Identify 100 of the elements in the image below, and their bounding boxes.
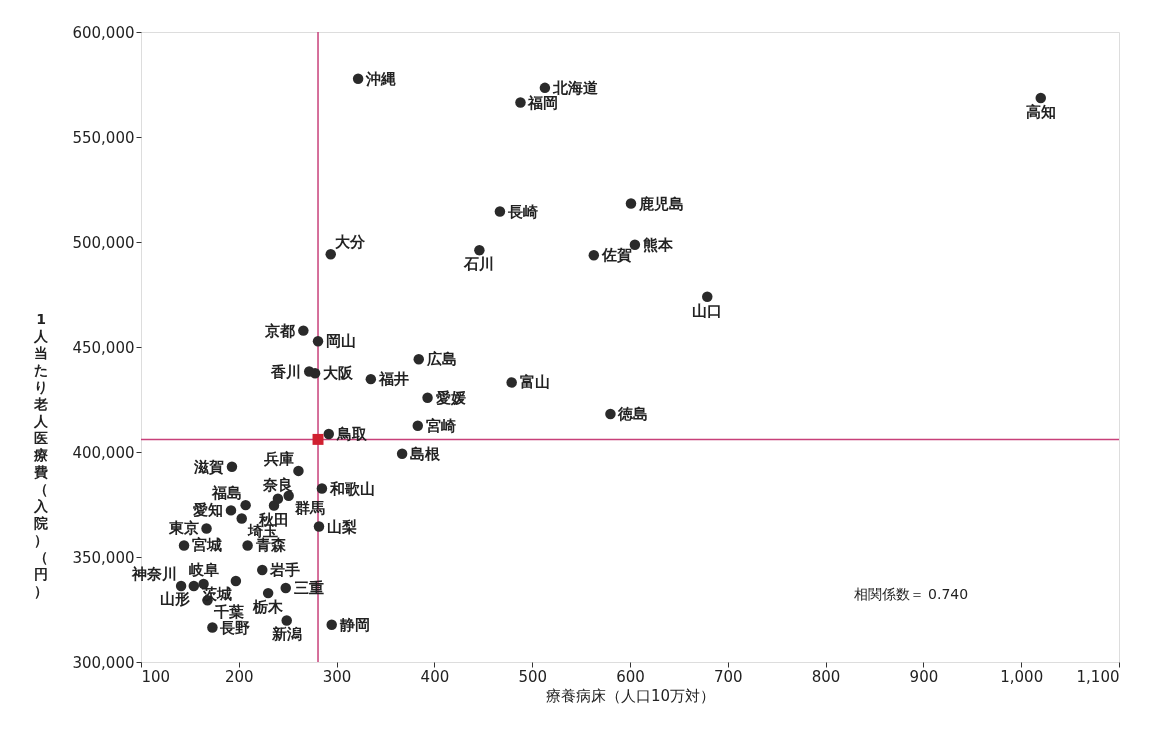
- point: [207, 622, 218, 633]
- point: [474, 244, 485, 256]
- annotation: 相関係数＝ 0.740: [853, 586, 969, 603]
- data-label: 静岡: [338, 615, 370, 634]
- data-label: 和歌山: [328, 479, 375, 498]
- point: [312, 433, 324, 445]
- x-tick-label: 1,100: [1076, 667, 1120, 686]
- data-label: 兵庫: [263, 449, 295, 468]
- point: [625, 198, 637, 209]
- point: [325, 248, 336, 260]
- point: [313, 521, 325, 532]
- data-label: 長崎: [506, 202, 538, 221]
- x-tick-label: 1,000: [1000, 667, 1044, 686]
- data-label: 大分: [334, 233, 366, 252]
- point: [316, 483, 328, 494]
- point: [175, 580, 187, 592]
- point: [323, 428, 335, 440]
- data-label: 奈良: [261, 475, 293, 494]
- data-label: 愛媛: [435, 388, 466, 407]
- point: [201, 523, 212, 534]
- y-tick-label: 500,000: [72, 233, 135, 252]
- x-tick-label: 600: [616, 667, 645, 686]
- data-label: 高知: [1025, 102, 1056, 121]
- point: [281, 615, 292, 626]
- point: [240, 499, 251, 511]
- x-tick-label: 500: [518, 667, 548, 686]
- point: [312, 336, 324, 347]
- point: [396, 448, 408, 459]
- data-label: 京都: [264, 321, 296, 340]
- data-label: 福井: [377, 370, 409, 389]
- point: [280, 582, 291, 594]
- point: [702, 291, 713, 303]
- data-label: 徳島: [617, 404, 649, 423]
- x-tick-label: 100: [141, 667, 171, 686]
- point: [178, 540, 190, 551]
- y-tick-label: 550,000: [72, 128, 135, 147]
- text: 1人当たり老人医療費（入院）（円）: [34, 311, 48, 599]
- x-tick-label: 300: [322, 667, 352, 686]
- point: [293, 465, 304, 477]
- data-label: 宮城: [192, 536, 223, 555]
- data-label: 山梨: [327, 517, 357, 536]
- data-label: 広島: [425, 350, 457, 369]
- data-label: 宮崎: [425, 416, 456, 435]
- point: [225, 505, 237, 516]
- x-tick-label: 900: [909, 667, 939, 686]
- x-axis-title: 療養病床（人口10万対）: [545, 686, 716, 705]
- x-tick-label: 800: [811, 667, 841, 686]
- point: [298, 325, 309, 336]
- data-label: 島根: [410, 444, 442, 463]
- data-label: 山形: [159, 589, 190, 608]
- data-label: 鳥取: [335, 424, 368, 443]
- data-label: 滋賀: [192, 457, 224, 476]
- point: [1035, 92, 1046, 104]
- x-tick-label: 700: [713, 667, 743, 686]
- data-label: 石川: [463, 255, 495, 274]
- data-label: 青森: [254, 536, 287, 555]
- point: [303, 366, 315, 377]
- point: [515, 97, 526, 108]
- data-label: 岩手: [269, 561, 301, 580]
- point: [588, 250, 600, 261]
- point: [605, 408, 616, 420]
- point: [413, 353, 424, 365]
- data-label: 神奈川: [131, 564, 178, 583]
- data-label: 岐阜: [188, 560, 219, 579]
- data-label: 富山: [519, 373, 550, 392]
- point: [352, 73, 364, 85]
- point: [188, 580, 200, 592]
- point: [272, 493, 284, 505]
- point: [236, 513, 247, 524]
- data-label: 香川: [270, 362, 302, 381]
- data-label: 東京: [167, 519, 199, 538]
- y-tick-label: 400,000: [72, 443, 135, 462]
- point: [230, 575, 242, 587]
- data-label: 佐賀: [600, 246, 632, 265]
- data-label: 熊本: [642, 235, 674, 254]
- y-tick-label: 300,000: [72, 653, 135, 672]
- point: [257, 564, 268, 576]
- data-label: 栃木: [252, 598, 285, 617]
- data-label: 愛知: [192, 501, 223, 520]
- data-label: 福島: [210, 484, 242, 503]
- data-label: 大阪: [323, 364, 355, 383]
- point: [422, 392, 433, 404]
- point: [365, 373, 377, 385]
- point: [494, 206, 506, 217]
- data-label: 岡山: [326, 332, 357, 351]
- data-label: 沖縄: [365, 69, 397, 88]
- y-tick-label: 350,000: [72, 548, 135, 567]
- point: [262, 587, 274, 599]
- point: [226, 461, 238, 472]
- point: [326, 619, 337, 631]
- x-tick-label: 200: [224, 667, 254, 686]
- point: [242, 540, 253, 551]
- x-tick-label: 400: [420, 667, 450, 686]
- point: [412, 420, 424, 431]
- data-label: 山口: [692, 301, 723, 320]
- data-label: 新潟: [270, 625, 302, 644]
- y-tick-label: 450,000: [72, 338, 135, 357]
- data-label: 鹿児島: [637, 194, 684, 213]
- y-tick-label: 600,000: [72, 23, 135, 42]
- point: [506, 377, 517, 388]
